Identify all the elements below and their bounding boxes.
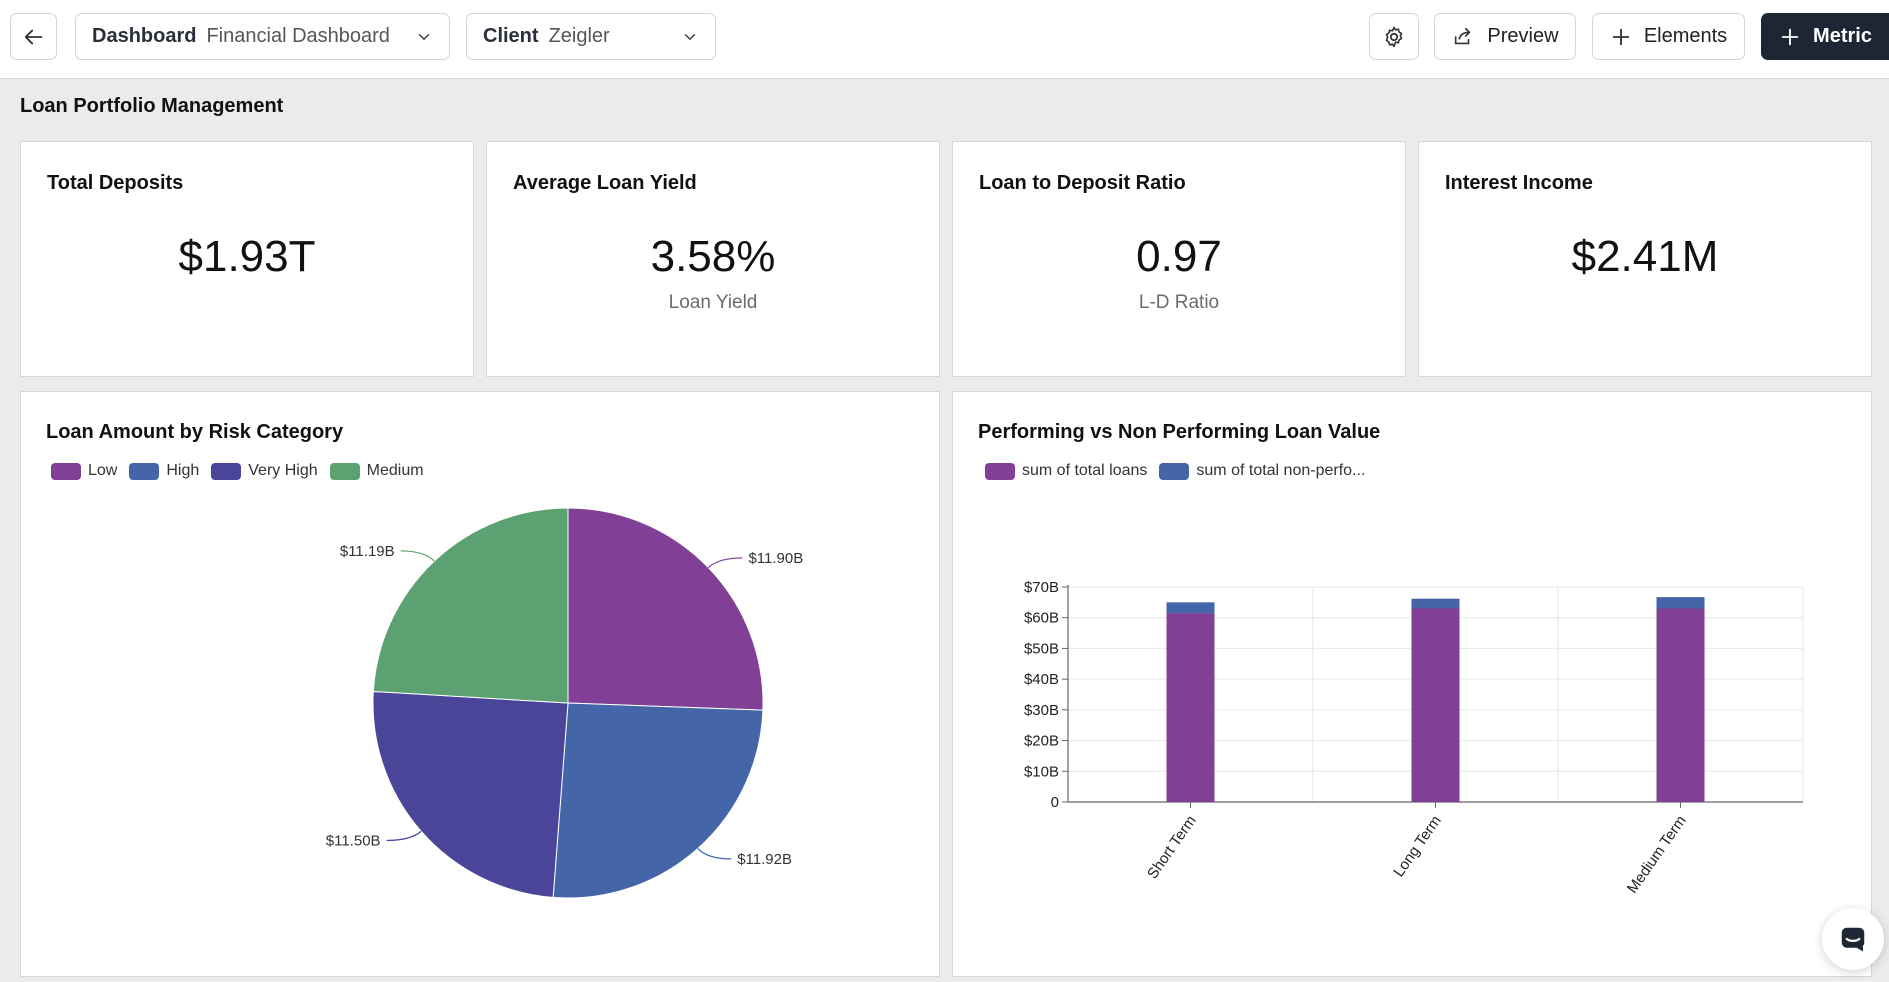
preview-label: Preview	[1487, 25, 1559, 47]
legend-item[interactable]: Low	[51, 462, 117, 480]
chart-title: Performing vs Non Performing Loan Value	[978, 421, 1381, 443]
legend-label: sum of total non-perfo...	[1196, 462, 1366, 479]
pie-slice-very-high[interactable]	[372, 690, 569, 898]
share-icon	[1455, 27, 1471, 44]
elements-label: Elements	[1643, 25, 1728, 47]
pie-data-label: $11.92B	[737, 851, 792, 868]
add-metric-button[interactable]: Metric	[1761, 13, 1889, 60]
legend-swatch	[51, 462, 81, 480]
pie-slice-medium[interactable]	[372, 507, 569, 704]
y-tick-label: $70B	[1024, 579, 1059, 596]
pie-data-label: $11.19B	[340, 543, 395, 560]
pie-label-line	[400, 550, 435, 562]
pie-label-line	[386, 830, 422, 842]
y-tick-label: $30B	[1024, 702, 1059, 719]
bar-segment-non-performing[interactable]	[1411, 598, 1460, 609]
kpi-title: Interest Income	[1445, 172, 1593, 194]
preview-button[interactable]: Preview	[1434, 13, 1576, 60]
legend-swatch	[1159, 462, 1190, 480]
pie-data-label: $11.50B	[326, 832, 381, 849]
y-tick-label: $20B	[1024, 733, 1059, 750]
y-tick-label: $60B	[1024, 610, 1059, 627]
kpi-card-loan-to-deposit-ratio: Loan to Deposit Ratio 0.97 L-D Ratio	[952, 141, 1406, 377]
bar-segment-performing[interactable]	[1166, 613, 1215, 802]
bar-segment-performing[interactable]	[1656, 608, 1705, 803]
x-tick-label: Medium Term	[1624, 813, 1690, 897]
chat-icon	[1841, 927, 1865, 952]
pie-label-line	[707, 557, 743, 569]
legend-item[interactable]: High	[129, 462, 199, 480]
bar-segment-non-performing[interactable]	[1166, 602, 1215, 614]
pie-chart-card: Loan Amount by Risk Category Low High Ve…	[20, 391, 940, 977]
plus-icon	[1781, 28, 1799, 45]
pie-slice-high[interactable]	[552, 702, 764, 899]
kpi-value: $2.41M	[1571, 232, 1719, 281]
settings-button[interactable]	[1369, 13, 1419, 60]
bar-legend: sum of total loans sum of total non-perf…	[985, 462, 1365, 480]
legend-swatch	[129, 462, 160, 480]
y-tick-label: $40B	[1024, 671, 1059, 688]
chart-title: Loan Amount by Risk Category	[46, 421, 344, 443]
legend-item[interactable]: Medium	[329, 462, 424, 480]
pie-legend: Low High Very High Medium	[51, 462, 424, 480]
bar-chart-card: Performing vs Non Performing Loan Value …	[952, 391, 1872, 977]
back-button[interactable]	[10, 13, 57, 60]
kpi-card-average-loan-yield: Average Loan Yield 3.58% Loan Yield	[486, 141, 940, 377]
x-tick-label: Long Term	[1390, 813, 1444, 881]
bar-segment-performing[interactable]	[1411, 608, 1460, 803]
dashboard-select-label: Dashboard	[92, 25, 197, 47]
x-tick-label: Short Term	[1144, 813, 1200, 883]
kpi-value: $1.93T	[178, 232, 316, 281]
page-title: Loan Portfolio Management	[20, 95, 284, 117]
legend-label: Low	[88, 462, 118, 479]
pie-slice-low[interactable]	[567, 507, 764, 711]
client-select-label: Client	[483, 25, 539, 47]
bar-segment-non-performing[interactable]	[1656, 597, 1705, 609]
kpi-value: 3.58%	[650, 232, 776, 281]
metric-label: Metric	[1813, 25, 1872, 47]
kpi-card-total-deposits: Total Deposits $1.93T	[20, 141, 474, 377]
plus-icon	[1612, 28, 1630, 45]
legend-item[interactable]: Very High	[211, 462, 318, 480]
dashboard-select[interactable]: Dashboard Financial Dashboard	[75, 13, 450, 60]
y-tick-label: $50B	[1024, 640, 1059, 657]
legend-swatch	[329, 462, 360, 480]
client-select[interactable]: Client Zeigler	[466, 13, 716, 60]
legend-label: sum of total loans	[1022, 462, 1148, 479]
legend-label: Medium	[366, 462, 424, 479]
legend-label: High	[166, 462, 200, 479]
gear-icon	[1385, 26, 1403, 47]
legend-item[interactable]: sum of total non-perfo...	[1159, 462, 1365, 480]
kpi-value: 0.97	[1136, 232, 1222, 281]
kpi-card-interest-income: Interest Income $2.41M	[1418, 141, 1872, 377]
pie-data-label: $11.90B	[748, 550, 803, 567]
pie-chart: $11.90B $11.92B $11.50B $11.19B	[326, 507, 803, 899]
legend-swatch	[211, 462, 242, 480]
chevron-down-icon	[684, 33, 696, 40]
y-tick-label: $10B	[1024, 763, 1059, 780]
elements-button[interactable]: Elements	[1592, 13, 1745, 60]
kpi-title: Average Loan Yield	[513, 172, 697, 194]
chevron-down-icon	[418, 33, 430, 40]
pie-label-line	[697, 848, 732, 860]
chat-launcher-button[interactable]	[1822, 908, 1884, 970]
kpi-subtitle: L-D Ratio	[1138, 292, 1220, 313]
y-tick-label: 0	[1051, 794, 1059, 811]
legend-label: Very High	[248, 462, 318, 479]
client-select-value: Zeigler	[548, 25, 610, 47]
kpi-title: Loan to Deposit Ratio	[979, 172, 1186, 194]
arrow-left-icon	[24, 29, 42, 44]
legend-item[interactable]: sum of total loans	[985, 462, 1147, 480]
legend-swatch	[985, 462, 1015, 480]
kpi-subtitle: Loan Yield	[668, 292, 758, 313]
dashboard-select-value: Financial Dashboard	[206, 25, 390, 47]
top-bar: Dashboard Financial Dashboard Client Zei…	[0, 0, 1889, 79]
bar-chart: 0 $10B $20B $30B $40B $50B $60B $70B Short Term L…	[1024, 579, 1804, 897]
kpi-title: Total Deposits	[47, 172, 184, 194]
